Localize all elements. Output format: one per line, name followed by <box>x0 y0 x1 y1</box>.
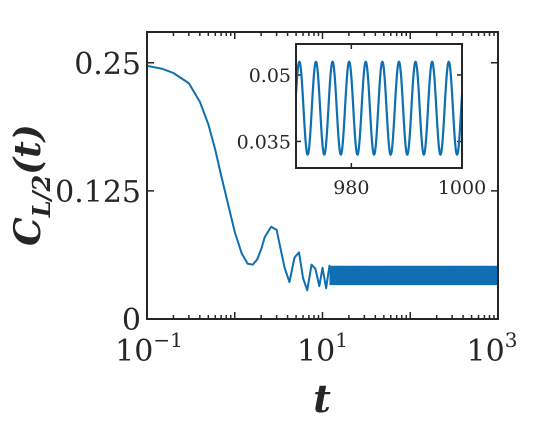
main-y-tick-labels: 0 0.125 0.25 <box>55 47 141 338</box>
main-y-tick-label: 0 <box>122 303 141 338</box>
inset-series-line <box>294 60 464 156</box>
inset-y-tick-label: 0.05 <box>249 65 291 87</box>
y-axis-label-sub: L/2 <box>27 175 56 218</box>
svg-text:CL/2(t): CL/2(t) <box>7 124 56 246</box>
inset-x-tick-label: 1000 <box>438 177 486 199</box>
inset-y-tick-labels: 0.035 0.05 <box>237 65 291 153</box>
main-x-tick-label: 101 <box>297 328 348 369</box>
y-axis-label: CL/2(t) <box>7 124 56 246</box>
x-axis-label: t <box>313 376 331 421</box>
main-x-tick-label: 10−1 <box>115 328 183 369</box>
main-y-tick-label: 0.125 <box>55 175 141 210</box>
main-oscillation-band <box>329 265 498 286</box>
main-x-tick-label: 103 <box>467 328 518 369</box>
main-plot-frame <box>146 31 499 320</box>
inset-y-tick-label: 0.035 <box>237 131 291 153</box>
main-x-tick-labels: 10−1 101 103 <box>115 328 517 369</box>
inset-x-tick-label: 980 <box>333 177 369 199</box>
y-axis-label-main: C <box>7 217 49 246</box>
inset-plot: 0.035 0.05 980 1000 <box>237 43 486 199</box>
inset-plot-frame <box>295 43 463 169</box>
main-series-line <box>146 64 499 292</box>
y-axis-label-arg: (t) <box>7 124 49 175</box>
inset-x-tick-labels: 980 1000 <box>333 177 486 199</box>
main-y-tick-label: 0.25 <box>74 47 141 82</box>
